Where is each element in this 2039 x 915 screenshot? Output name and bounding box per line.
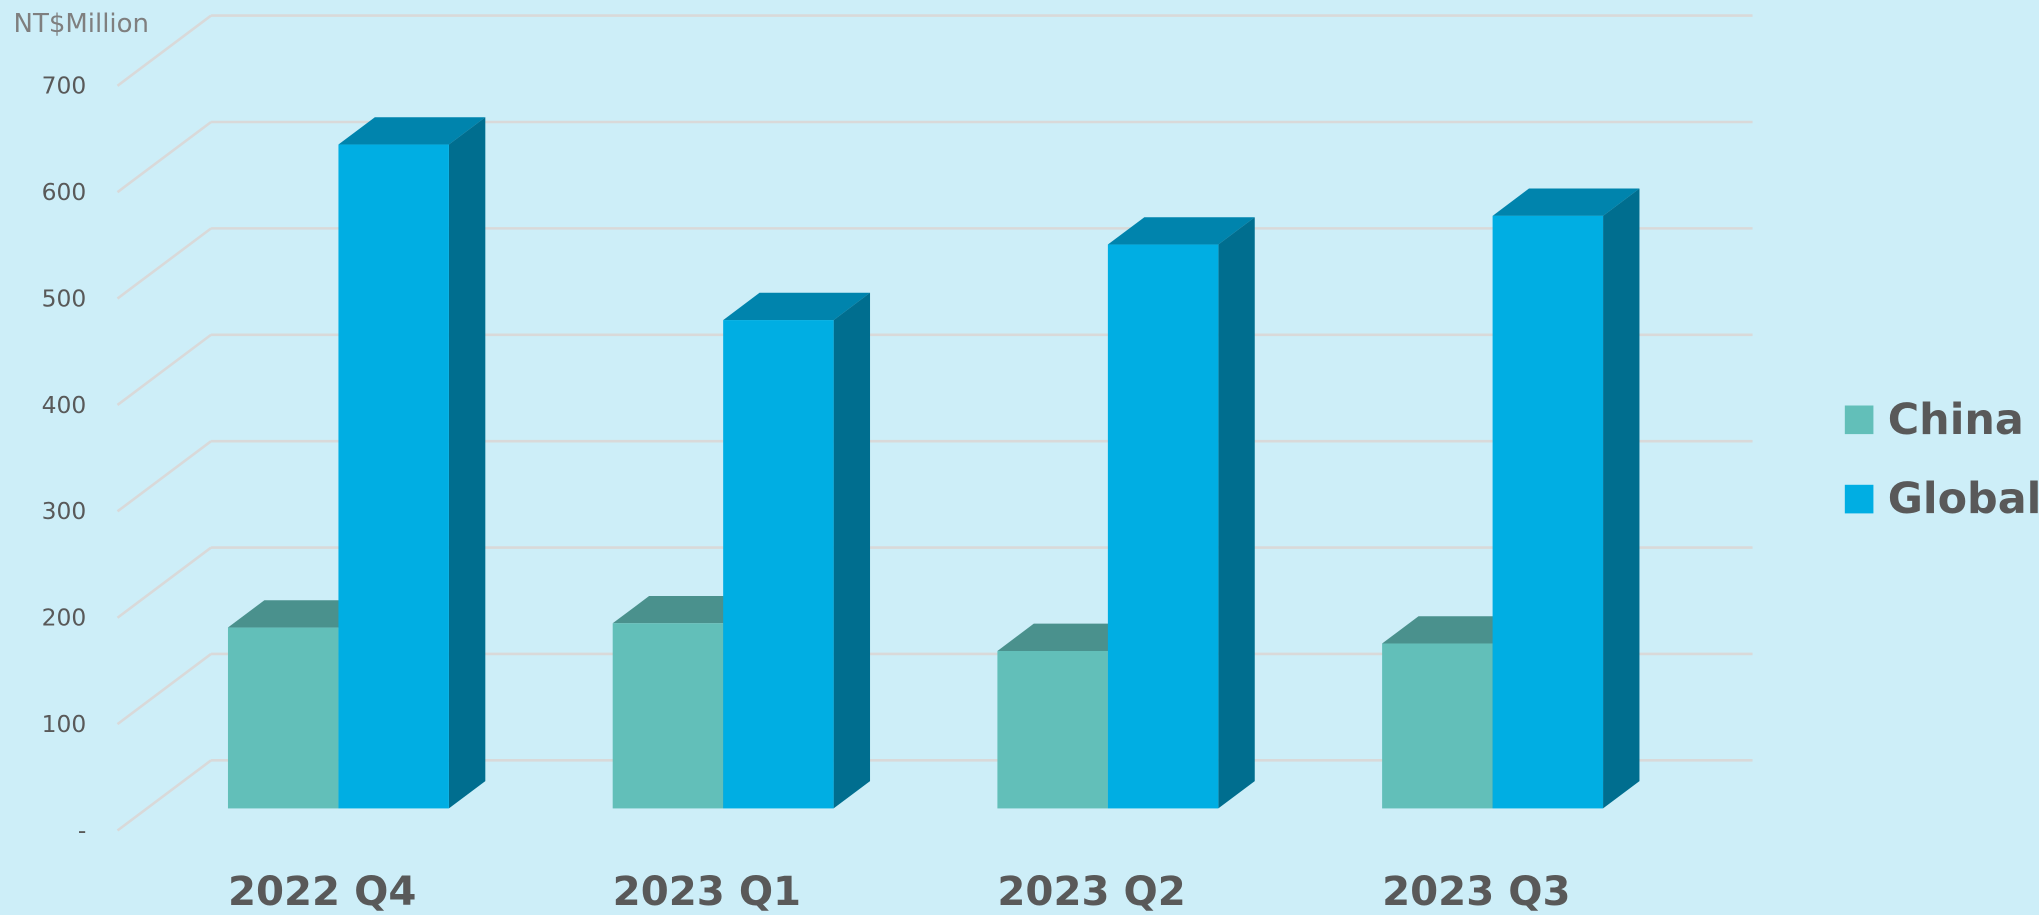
x-tick-label: 2022 Q4	[228, 868, 416, 915]
bar-front	[1382, 643, 1493, 809]
legend-label: Global	[1888, 474, 2039, 524]
bar-front	[1107, 244, 1219, 809]
bar-top	[997, 623, 1145, 651]
bar-side	[833, 292, 871, 809]
y-tick-label: 300	[42, 497, 87, 525]
bar-front	[997, 650, 1108, 809]
bar-front	[227, 627, 339, 809]
x-tick-label: 2023 Q3	[1382, 868, 1570, 915]
grid-line-side	[116, 759, 212, 832]
bar-front	[723, 320, 834, 809]
bar-front	[612, 623, 724, 809]
bar	[723, 292, 871, 809]
y-tick-label: 700	[42, 72, 87, 100]
bar-top	[723, 292, 871, 321]
bar-side	[1218, 217, 1255, 809]
bar-top	[1382, 616, 1529, 644]
y-tick-label: 200	[42, 604, 87, 632]
bar-top	[612, 596, 760, 624]
x-tick-label: 2023 Q2	[997, 868, 1185, 915]
grid-line-side	[116, 333, 212, 406]
legend-label: China	[1888, 395, 2024, 445]
y-tick-label: 600	[42, 178, 87, 206]
bar-side	[1603, 188, 1640, 809]
bar-top	[338, 117, 486, 145]
bar-top	[1107, 217, 1255, 245]
bar-top	[227, 600, 375, 628]
y-tick-label: -	[78, 816, 86, 844]
grid-line-side	[116, 227, 212, 300]
x-tick-label: 2023 Q1	[613, 868, 801, 915]
legend-swatch	[1844, 405, 1874, 435]
bar	[1107, 217, 1255, 809]
grid-line-side	[116, 120, 212, 194]
y-tick-label: 100	[42, 710, 87, 738]
grid-line-side	[116, 14, 212, 87]
bar-front	[1492, 215, 1604, 809]
bar-side	[448, 117, 486, 809]
grid-line-side	[116, 440, 212, 513]
grid-line-side	[116, 652, 212, 726]
grid-line-side	[116, 546, 212, 619]
y-tick-label: 400	[42, 391, 87, 419]
legend-swatch	[1844, 484, 1874, 514]
y-axis-label: NT$Million	[14, 9, 150, 39]
bar-front	[338, 144, 449, 809]
y-tick-label: 500	[42, 284, 87, 312]
bar	[1492, 188, 1640, 809]
bar-top	[1492, 188, 1640, 216]
bar	[338, 117, 486, 809]
